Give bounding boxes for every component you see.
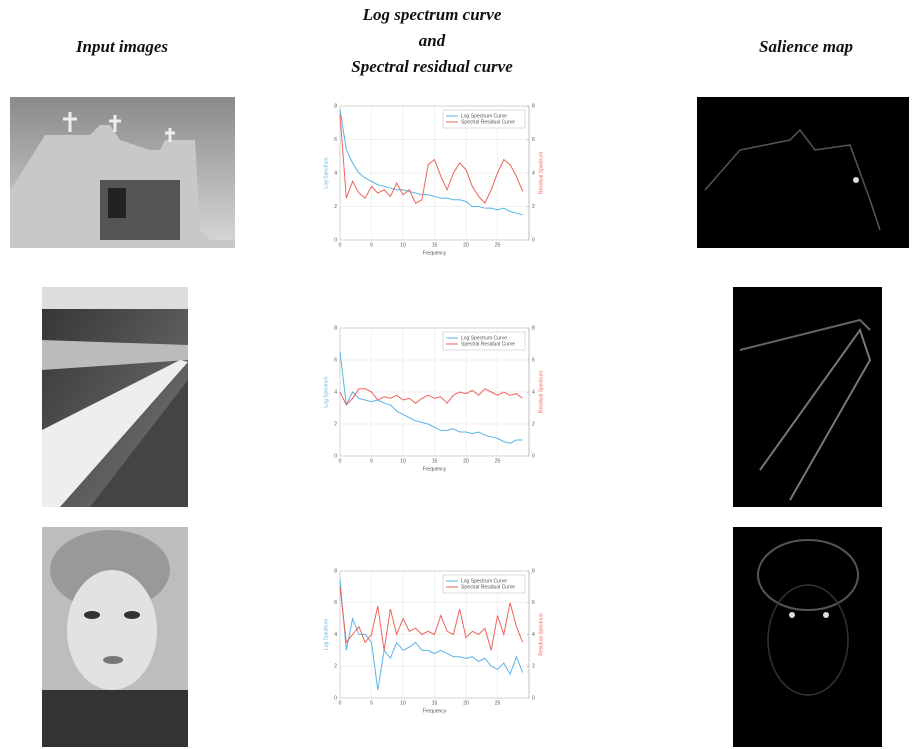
x-tick-label: 10: [400, 700, 406, 706]
salience-map-bridge: [733, 287, 882, 507]
x-axis-label: Frequency: [423, 708, 447, 714]
y2-tick-label: 2: [532, 421, 535, 427]
legend-box: [442, 331, 526, 351]
x-tick-label: 25: [495, 700, 501, 706]
y2-tick-label: 8: [532, 568, 535, 574]
x-tick-label: 10: [400, 458, 406, 464]
y-tick-label: 4: [334, 389, 337, 395]
series-line: [339, 351, 523, 444]
y2-tick-label: 6: [532, 357, 535, 363]
x-tick-label: 5: [370, 242, 373, 248]
y-tick-label: 4: [334, 170, 337, 176]
y-tick-label: 8: [334, 325, 337, 331]
legend-label: Spectral Residual Curve: [461, 584, 515, 590]
input-image-church: [10, 97, 235, 248]
legend-label: Spectral Residual Curve: [461, 119, 515, 125]
column-header: Log spectrum curve: [362, 5, 502, 24]
y-axis-label: Log Spectrum: [323, 619, 329, 650]
column-header: Spectral residual curve: [351, 57, 513, 76]
input-image-portrait: [42, 527, 188, 747]
y2-tick-label: 0: [532, 237, 535, 243]
x-tick-label: 15: [432, 242, 438, 248]
y-tick-label: 6: [334, 357, 337, 363]
column-header: and: [419, 31, 446, 50]
y-tick-label: 2: [334, 664, 337, 670]
salience-map-church: [697, 97, 909, 248]
y2-tick-label: 0: [532, 453, 535, 459]
x-tick-label: 0: [339, 458, 342, 464]
y2-tick-label: 8: [532, 325, 535, 331]
x-tick-label: 15: [432, 700, 438, 706]
series-line: [339, 578, 524, 691]
y2-tick-label: 2: [532, 664, 535, 670]
series-line: [339, 388, 524, 406]
y2-tick-label: 8: [532, 103, 535, 109]
y-tick-label: 6: [334, 600, 337, 606]
x-tick-label: 0: [339, 700, 342, 706]
x-axis-label: Frequency: [423, 466, 447, 472]
x-tick-label: 0: [339, 242, 342, 248]
y2-axis-label: Residual Spectrum: [538, 152, 544, 194]
y2-tick-label: 2: [532, 204, 535, 210]
y-tick-label: 6: [334, 137, 337, 143]
series-line: [339, 586, 524, 651]
y-axis-label: Log Spectrum: [323, 157, 329, 188]
x-tick-label: 25: [495, 458, 501, 464]
y-axis-label: Log Spectrum: [323, 376, 329, 407]
salience-map-portrait: [733, 527, 882, 747]
y2-axis-label: Residual Spectrum: [538, 613, 544, 655]
input-image-bridge: [42, 287, 188, 507]
x-tick-label: 5: [370, 458, 373, 464]
x-tick-label: 5: [370, 700, 373, 706]
x-tick-label: 10: [400, 242, 406, 248]
y-tick-label: 0: [334, 237, 337, 243]
legend-label: Spectral Residual Curve: [461, 341, 515, 347]
y-tick-label: 8: [334, 568, 337, 574]
y2-tick-label: 4: [532, 389, 535, 395]
x-tick-label: 20: [463, 700, 469, 706]
y2-tick-label: 0: [532, 695, 535, 701]
legend-label: Log Spectrum Curve: [461, 113, 507, 119]
legend-box: [442, 574, 526, 594]
x-axis-label: Frequency: [423, 250, 447, 256]
column-header: Salience map: [759, 37, 853, 56]
x-tick-label: 25: [495, 242, 501, 248]
y-tick-label: 2: [334, 204, 337, 210]
y2-tick-label: 6: [532, 600, 535, 606]
x-tick-label: 15: [432, 458, 438, 464]
y2-tick-label: 6: [532, 137, 535, 143]
x-tick-label: 20: [463, 242, 469, 248]
series-line: [339, 109, 523, 216]
x-tick-label: 20: [463, 458, 469, 464]
series-line: [339, 114, 524, 205]
y2-tick-label: 4: [532, 632, 535, 638]
legend-box: [442, 109, 526, 129]
column-header: Input images: [75, 37, 168, 56]
legend-label: Log Spectrum Curve: [461, 335, 507, 341]
y2-axis-label: Residual Spectrum: [538, 371, 544, 413]
y-tick-label: 0: [334, 453, 337, 459]
y2-tick-label: 4: [532, 170, 535, 176]
y-tick-label: 8: [334, 103, 337, 109]
legend-label: Log Spectrum Curve: [461, 578, 507, 584]
y-tick-label: 0: [334, 695, 337, 701]
y-tick-label: 2: [334, 421, 337, 427]
y-tick-label: 4: [334, 632, 337, 638]
